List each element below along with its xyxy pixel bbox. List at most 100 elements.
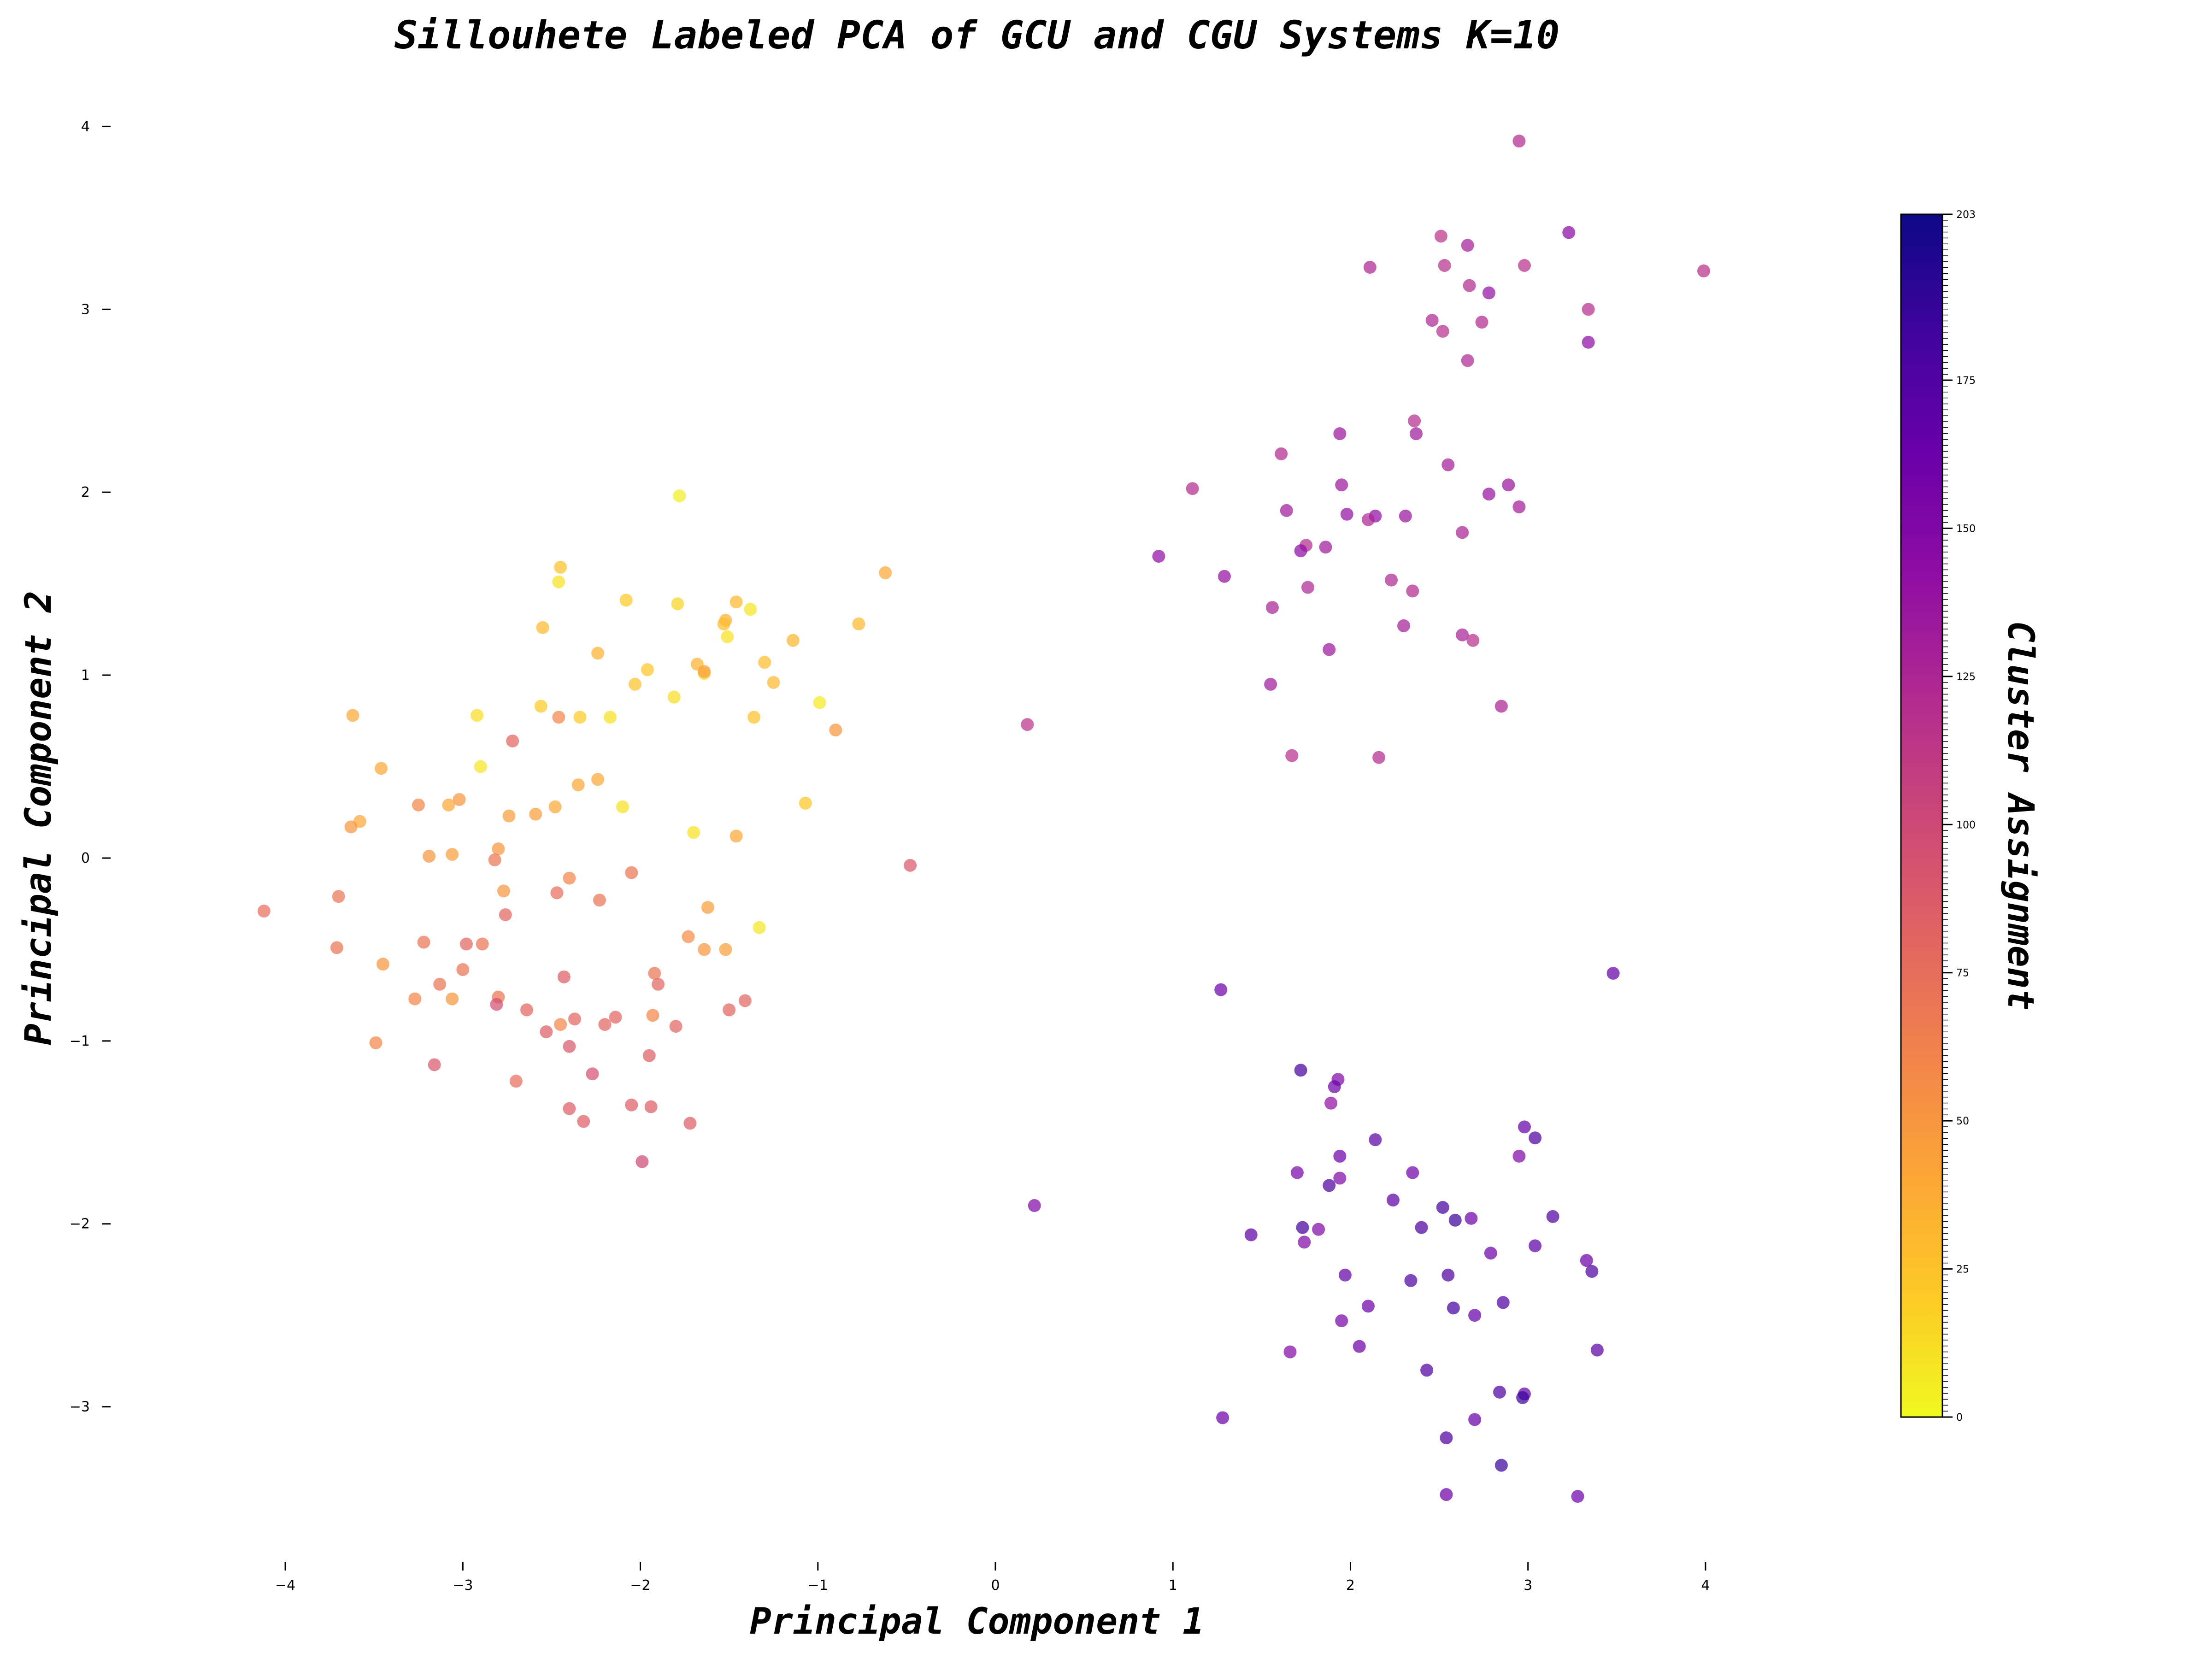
y-tick-label: 1 [81,667,90,683]
colorbar-tick-label: 100 [1956,819,1976,831]
data-point [1606,967,1620,980]
data-point [747,711,761,724]
data-point [1484,1247,1497,1260]
data-point [1697,264,1711,277]
data-point [1440,1488,1453,1501]
data-point [625,1098,638,1112]
data-point [344,820,358,834]
data-point [717,617,730,630]
data-point [456,963,470,977]
data-point [1456,628,1469,641]
data-point [1468,1309,1482,1322]
data-point [646,1009,659,1022]
colorbar-tick-label: 203 [1956,209,1976,221]
data-point [490,998,503,1011]
data-point [1562,226,1576,239]
data-point [1280,504,1293,517]
data-point [548,800,562,813]
data-point [1021,718,1034,731]
data-point [330,941,343,954]
data-point [446,992,459,1006]
data-point [1335,478,1348,492]
data-point [1529,1239,1542,1253]
data-point [1494,700,1508,713]
data-point [1512,500,1526,513]
data-point [1441,458,1455,471]
data-point [1244,1228,1258,1241]
x-tick-label: −3 [453,1577,473,1594]
data-point [1415,1221,1428,1234]
data-point [568,1012,582,1026]
data-point [1294,1064,1307,1077]
data-point [1582,335,1595,349]
data-point [904,859,917,872]
data-point [573,711,587,724]
data-point [673,489,686,503]
data-point [1546,1210,1559,1223]
data-point [1353,1340,1366,1353]
colorbar-tick-label: 25 [1956,1264,1969,1276]
data-point [682,930,695,943]
data-point [1436,324,1449,338]
data-point [1328,1080,1341,1094]
data-point [1518,259,1531,272]
data-point [1385,573,1398,587]
data-point [433,977,447,991]
data-point [786,634,800,647]
data-point [1218,570,1231,583]
data-point [721,630,734,643]
x-tick-label: −2 [630,1577,650,1594]
data-point [563,1040,576,1053]
colorbar-tick-label: 75 [1956,968,1969,979]
data-point [1265,601,1279,614]
data-point [625,866,638,879]
data-point [1028,1199,1041,1212]
x-axis-label: Principal Component 1 [750,1601,1204,1642]
data-point [1323,643,1336,656]
data-point [1441,1268,1455,1282]
data-point [369,1036,382,1049]
data-point [1468,1413,1482,1426]
data-point [1482,286,1495,300]
data-point [529,807,542,821]
data-point [1529,1131,1542,1145]
data-point [1285,749,1299,762]
data-point [1386,1194,1400,1207]
data-point [1152,550,1165,563]
data-point [758,656,771,669]
data-point [1465,1212,1478,1225]
data-point [616,800,629,813]
data-point [1582,303,1595,316]
data-point [1482,488,1495,501]
data-point [1447,1301,1460,1315]
data-point [1425,314,1439,327]
data-point [738,994,752,1007]
x-tick-label: 3 [1524,1577,1532,1594]
x-tick-label: −1 [808,1577,828,1594]
data-point [1319,541,1332,554]
data-point [1298,1235,1311,1249]
data-point [1323,1179,1336,1192]
data-point [619,594,633,607]
data-point [1512,1149,1526,1163]
y-tick-label: 4 [81,118,90,135]
data-point [723,1003,736,1017]
data-point [591,647,605,660]
data-point [1406,1166,1419,1179]
data-point [554,560,567,574]
data-point [1494,1459,1508,1472]
data-point [1324,1096,1338,1110]
data-point [1585,1265,1599,1278]
data-point [1408,414,1421,428]
data-point [1512,135,1526,148]
data-point [1516,1391,1530,1404]
data-point [499,908,512,921]
y-tick-label: 2 [81,484,90,500]
data-point [1580,1254,1593,1267]
data-point [506,734,519,747]
colorbar-tick-label: 175 [1956,375,1976,387]
data-point [701,901,714,914]
colorbar-tick-label: 150 [1956,523,1976,535]
data-point [669,1020,682,1033]
data-point [1335,1314,1348,1328]
